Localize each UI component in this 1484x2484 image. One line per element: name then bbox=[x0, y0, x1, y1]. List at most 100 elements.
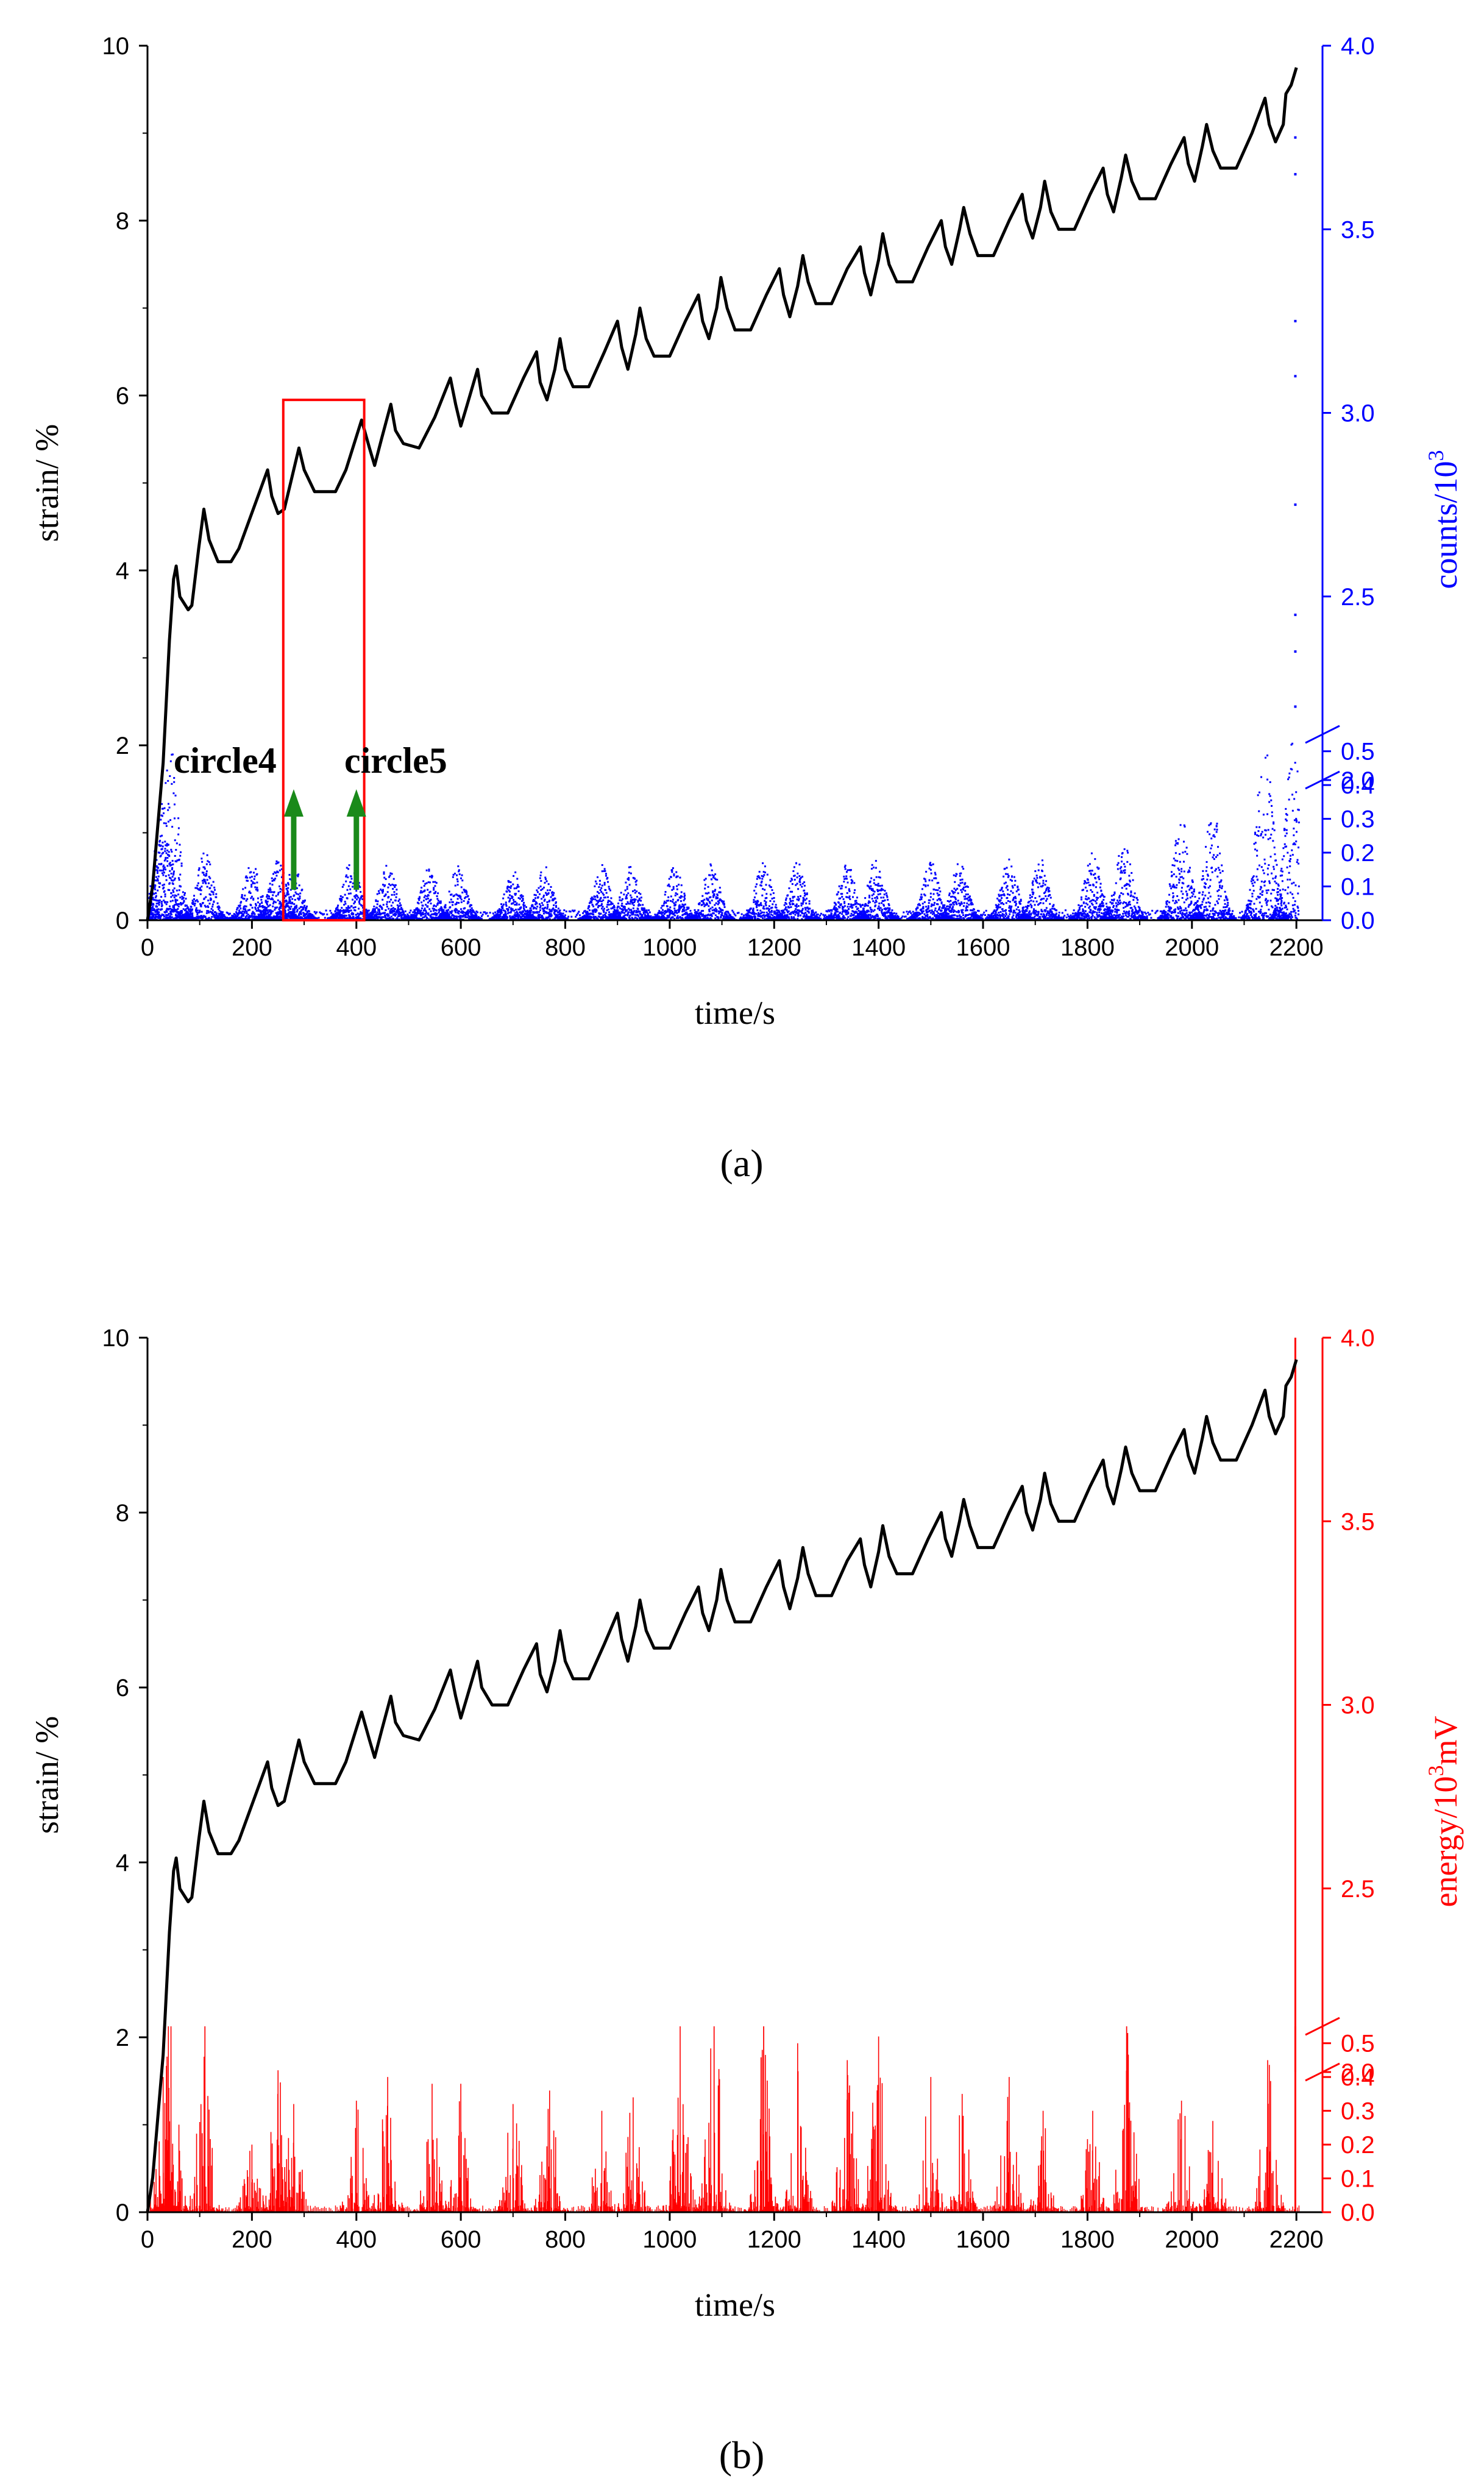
ae-count-point bbox=[630, 894, 632, 896]
ae-count-point bbox=[175, 848, 177, 851]
ae-count-point bbox=[155, 903, 158, 905]
ae-count-point bbox=[162, 874, 165, 876]
ae-count-point bbox=[545, 892, 547, 894]
ae-count-point bbox=[513, 899, 515, 901]
ae-count-point bbox=[753, 912, 756, 914]
ae-count-point bbox=[454, 884, 456, 887]
ae-count-point bbox=[232, 915, 235, 917]
ae-count-point bbox=[612, 910, 615, 913]
ae-count-point bbox=[163, 886, 165, 889]
ae-count-point bbox=[335, 907, 338, 909]
ae-count-point bbox=[448, 913, 450, 915]
ae-count-point bbox=[769, 900, 772, 902]
ae-count-point bbox=[255, 907, 257, 910]
ae-count-point bbox=[558, 918, 560, 920]
ae-count-point bbox=[152, 909, 155, 912]
ae-count-point bbox=[210, 884, 213, 887]
ae-count-point bbox=[680, 900, 682, 903]
ae-count-point bbox=[157, 902, 160, 904]
ae-count-point bbox=[598, 904, 601, 907]
ae-count-point bbox=[466, 891, 468, 893]
ae-count-point bbox=[345, 880, 347, 882]
ae-count-point bbox=[155, 905, 157, 907]
ae-count-point bbox=[367, 915, 369, 918]
ae-count-point bbox=[444, 905, 446, 907]
ae-count-point bbox=[252, 881, 254, 884]
ae-count-point bbox=[169, 864, 171, 867]
ae-count-point bbox=[725, 910, 727, 913]
ae-count-point bbox=[765, 904, 767, 907]
ae-count-point bbox=[296, 910, 298, 913]
ae-count-point bbox=[705, 904, 708, 906]
ae-count-point bbox=[171, 868, 173, 871]
ae-count-point bbox=[155, 895, 157, 897]
ae-count-point bbox=[676, 917, 678, 920]
ae-count-point bbox=[539, 903, 541, 906]
ae-count-point bbox=[158, 899, 161, 901]
ae-count-point bbox=[447, 914, 449, 916]
ae-count-point bbox=[508, 886, 511, 889]
ae-count-point bbox=[384, 917, 386, 919]
ae-count-point bbox=[204, 875, 207, 877]
ae-count-point bbox=[513, 901, 515, 903]
ae-count-point bbox=[517, 884, 519, 886]
ae-count-point bbox=[616, 918, 619, 920]
ae-count-point bbox=[196, 913, 199, 915]
ae-count-point bbox=[353, 902, 355, 904]
ae-count-point bbox=[418, 899, 421, 901]
ae-count-point bbox=[164, 848, 166, 850]
ae-count-point bbox=[426, 917, 428, 920]
ae-count-point bbox=[183, 901, 185, 903]
ae-count-point bbox=[716, 897, 719, 900]
ae-count-point bbox=[534, 903, 537, 906]
ae-count-point bbox=[158, 901, 161, 904]
ae-count-point bbox=[172, 872, 175, 875]
ae-count-point bbox=[391, 907, 393, 910]
ae-count-point bbox=[386, 906, 388, 908]
ae-count-point bbox=[173, 896, 176, 898]
ae-count-point bbox=[189, 910, 191, 912]
ae-count-point bbox=[285, 887, 288, 890]
ae-count-point bbox=[694, 915, 697, 918]
ae-count-point bbox=[433, 912, 436, 915]
ae-count-point bbox=[424, 882, 427, 885]
ae-count-point bbox=[352, 882, 354, 884]
ae-count-point bbox=[427, 906, 429, 908]
ae-count-point bbox=[276, 906, 279, 909]
ae-count-point bbox=[541, 888, 544, 890]
ae-count-point bbox=[464, 897, 466, 900]
ae-count-point bbox=[424, 895, 427, 897]
ae-count-point bbox=[413, 910, 416, 913]
ae-count-point bbox=[770, 886, 772, 889]
ae-count-point bbox=[523, 909, 525, 911]
ae-count-point bbox=[666, 918, 668, 920]
ae-count-point bbox=[386, 891, 389, 893]
ae-count-point bbox=[280, 905, 283, 907]
ae-count-point bbox=[385, 893, 387, 896]
ae-count-point bbox=[712, 896, 715, 898]
ae-count-point bbox=[675, 909, 678, 912]
ae-count-point bbox=[540, 889, 542, 892]
ae-count-point bbox=[757, 915, 759, 917]
ae-count-point bbox=[469, 915, 471, 918]
ae-count-point bbox=[308, 917, 310, 919]
ae-count-point bbox=[598, 892, 600, 895]
ae-count-point bbox=[207, 906, 210, 909]
ae-count-point bbox=[371, 909, 374, 912]
ae-count-point bbox=[176, 842, 178, 845]
ae-count-point bbox=[255, 868, 257, 870]
ae-count-point bbox=[394, 884, 397, 887]
ae-count-point bbox=[422, 917, 424, 919]
ae-count-point bbox=[293, 894, 296, 896]
ae-count-point bbox=[163, 890, 166, 892]
ae-count-point bbox=[542, 910, 545, 912]
ae-count-point bbox=[287, 882, 289, 884]
ae-count-point bbox=[520, 896, 523, 898]
ae-count-point bbox=[275, 862, 277, 865]
ae-count-point bbox=[628, 879, 630, 881]
ae-count-point bbox=[504, 912, 506, 915]
ae-count-point bbox=[158, 863, 160, 865]
ae-count-point bbox=[396, 889, 398, 891]
ae-count-point bbox=[169, 819, 172, 821]
ae-count-point bbox=[401, 911, 403, 914]
